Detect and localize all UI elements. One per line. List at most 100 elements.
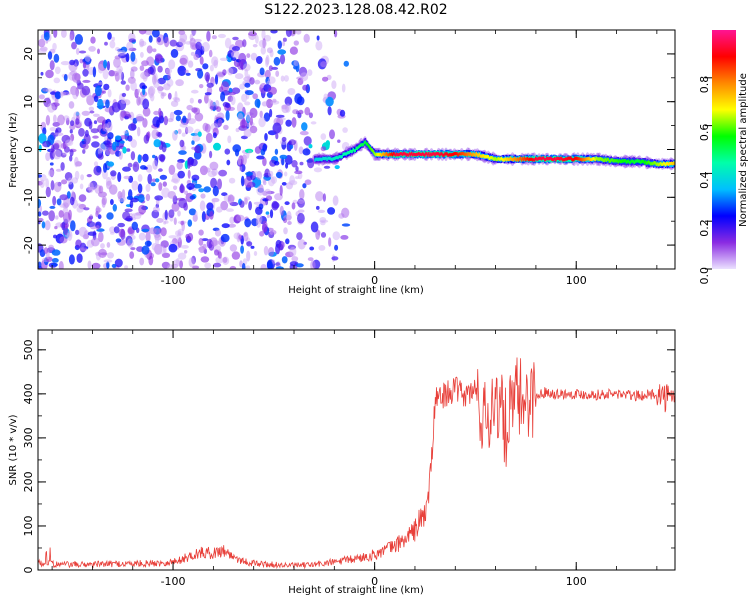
track-cell bbox=[627, 159, 630, 163]
noise-blob bbox=[75, 47, 80, 55]
noise-blob bbox=[155, 54, 164, 64]
noise-blob bbox=[304, 179, 312, 185]
noise-blob bbox=[302, 148, 311, 156]
figure-title: S122.2023.128.08.42.R02 bbox=[264, 2, 447, 18]
noise-blob bbox=[111, 263, 117, 268]
track-cell bbox=[431, 153, 433, 157]
track-cell bbox=[580, 157, 582, 161]
track-cell bbox=[551, 157, 553, 161]
noise-blob bbox=[260, 46, 266, 55]
noise-blob bbox=[246, 53, 251, 58]
noise-blob bbox=[218, 169, 228, 177]
noise-blob bbox=[221, 81, 230, 92]
noise-blob bbox=[93, 95, 99, 103]
track-cell bbox=[408, 152, 411, 156]
noise-blob bbox=[172, 97, 180, 101]
track-cell bbox=[357, 145, 359, 149]
track-cell bbox=[316, 157, 318, 161]
noise-blob bbox=[248, 31, 256, 35]
noise-blob bbox=[303, 136, 312, 146]
noise-blob bbox=[322, 76, 329, 82]
noise-blob bbox=[141, 60, 149, 67]
noise-blob bbox=[281, 157, 285, 166]
noise-blob bbox=[210, 240, 220, 246]
track-cell bbox=[438, 152, 440, 156]
noise-blob bbox=[242, 63, 251, 72]
track-cell bbox=[472, 152, 474, 156]
noise-blob bbox=[152, 206, 160, 213]
track-cell bbox=[533, 155, 536, 161]
noise-blob bbox=[249, 116, 253, 126]
noise-blob bbox=[103, 83, 110, 91]
noise-blob bbox=[105, 99, 110, 109]
noise-blob bbox=[220, 200, 229, 211]
track-cell bbox=[345, 152, 347, 156]
noise-blob bbox=[239, 200, 245, 208]
noise-blob bbox=[179, 122, 188, 128]
track-cell bbox=[667, 162, 670, 166]
noise-blob bbox=[122, 166, 131, 172]
track-cell bbox=[410, 151, 413, 155]
noise-blob bbox=[287, 88, 296, 95]
track-cell bbox=[407, 153, 410, 157]
noise-blob bbox=[185, 192, 194, 203]
spectrogram-y-ticks: -20 -10 0 10 20 bbox=[22, 29, 675, 270]
noise-blob bbox=[45, 69, 54, 79]
track-cell bbox=[350, 149, 352, 154]
track-cell bbox=[369, 146, 372, 150]
track-cell bbox=[392, 152, 395, 156]
track-cell bbox=[510, 157, 513, 161]
noise-blob bbox=[249, 125, 258, 134]
track-cell bbox=[664, 163, 667, 167]
noise-blob bbox=[341, 83, 346, 93]
spectrogram-x-ticks: -100 0 100 bbox=[51, 30, 658, 287]
noise-blob bbox=[271, 200, 279, 211]
track-cell bbox=[436, 152, 438, 156]
track-cell bbox=[603, 156, 605, 162]
noise-blob bbox=[189, 195, 196, 200]
noise-blob bbox=[199, 84, 204, 89]
noise-blob bbox=[209, 210, 214, 220]
track-cell bbox=[323, 156, 325, 161]
track-cell bbox=[645, 161, 648, 165]
noise-blob bbox=[307, 257, 314, 261]
y-tick-label: 400 bbox=[22, 383, 35, 404]
track-cell bbox=[600, 157, 602, 161]
x-tick-label: 0 bbox=[371, 575, 378, 588]
noise-blob bbox=[220, 91, 226, 102]
noise-blob bbox=[63, 74, 68, 82]
noise-blob bbox=[59, 236, 68, 244]
track-cell bbox=[558, 156, 560, 161]
track-cell bbox=[393, 152, 396, 156]
x-tick-label: 100 bbox=[566, 575, 587, 588]
noise-blob bbox=[244, 82, 251, 88]
track-cell bbox=[542, 156, 544, 160]
track-cell bbox=[639, 160, 642, 164]
track-cell bbox=[531, 158, 534, 162]
noise-blob bbox=[53, 30, 58, 38]
noise-blob bbox=[334, 244, 339, 251]
track-cell bbox=[672, 162, 674, 166]
track-cell bbox=[318, 157, 320, 161]
track-cell bbox=[515, 158, 518, 162]
noise-blob bbox=[140, 165, 147, 170]
noise-blob bbox=[331, 256, 339, 261]
noise-blob bbox=[273, 56, 281, 66]
noise-blob bbox=[113, 57, 121, 68]
noise-blob bbox=[39, 179, 45, 188]
noise-blob bbox=[145, 193, 151, 202]
noise-blob bbox=[88, 106, 95, 112]
track-cell bbox=[325, 156, 327, 160]
track-cell bbox=[463, 152, 465, 156]
noise-blob bbox=[50, 91, 56, 95]
track-cell bbox=[614, 159, 616, 163]
noise-blob bbox=[51, 249, 61, 256]
track-cell bbox=[417, 152, 419, 157]
x-tick-label: -100 bbox=[161, 274, 186, 287]
noise-blob bbox=[274, 148, 279, 155]
noise-blob bbox=[329, 129, 335, 140]
track-cell bbox=[469, 152, 471, 156]
track-cell bbox=[377, 152, 380, 156]
noise-blob bbox=[130, 51, 136, 62]
noise-blob bbox=[232, 36, 239, 41]
